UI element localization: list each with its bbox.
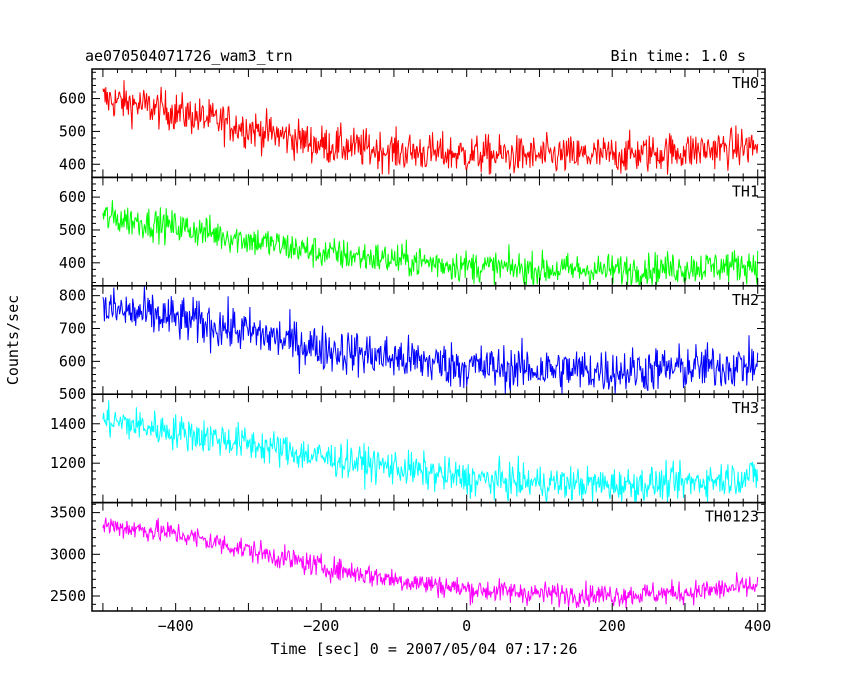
panel-th1: 400 500 600 TH1 [59,176,766,288]
y-tick-label: 600 [59,188,86,206]
y-tick-label: 500 [59,221,86,239]
panel-name-label: TH3 [732,399,759,417]
series-line-th2 [102,286,759,395]
series-line-th3 [102,400,759,503]
series-line-th0 [102,80,759,175]
x-tick-label: 200 [599,617,626,635]
panel-frame [91,501,766,612]
y-axis-label: Counts/sec [4,295,22,385]
panel-th0123: 2500 3000 3500 TH0123 [50,501,766,612]
y-tick-label: 400 [59,155,86,173]
panel-name-label: TH0 [732,74,759,92]
y-tick-label: 400 [59,254,86,272]
panel-name-label: TH2 [732,291,759,309]
y-tick-label: 2500 [50,587,86,605]
y-tick-label: 800 [59,287,86,305]
x-axis-ticks: −400 −200 0 200 400 [158,617,772,635]
series-line-th0123 [102,517,759,609]
y-tick-label: 3000 [50,545,86,563]
chart-title: ae070504071726_wam3_trn [85,47,293,65]
y-tick-label: 1200 [50,454,86,472]
x-tick-label: −200 [303,617,339,635]
panel-th0: 400 500 600 TH0 [59,68,766,179]
y-tick-label: 1400 [50,415,86,433]
panel-name-label: TH1 [732,182,759,200]
y-tick-label: 3500 [50,504,86,522]
x-axis-label: Time [sec] 0 = 2007/05/04 07:17:26 [270,640,577,658]
x-tick-label: 400 [744,617,771,635]
panel-th2: 500 600 700 800 TH2 [59,285,766,403]
panels-group: 400 500 600 TH0 400 500 600 TH1 500 600 700 800 TH2 1… [50,68,766,612]
x-tick-label: −400 [158,617,194,635]
bin-time-label: Bin time: 1.0 s [611,47,746,65]
panel-th3: 1200 1400 TH3 [50,393,766,504]
y-tick-label: 600 [59,90,86,108]
y-tick-label: 500 [59,385,86,403]
y-tick-label: 700 [59,320,86,338]
y-tick-label: 500 [59,122,86,140]
y-tick-label: 600 [59,352,86,370]
series-line-th1 [102,200,759,288]
x-tick-label: 0 [462,617,471,635]
panel-name-label: TH0123 [705,508,759,526]
